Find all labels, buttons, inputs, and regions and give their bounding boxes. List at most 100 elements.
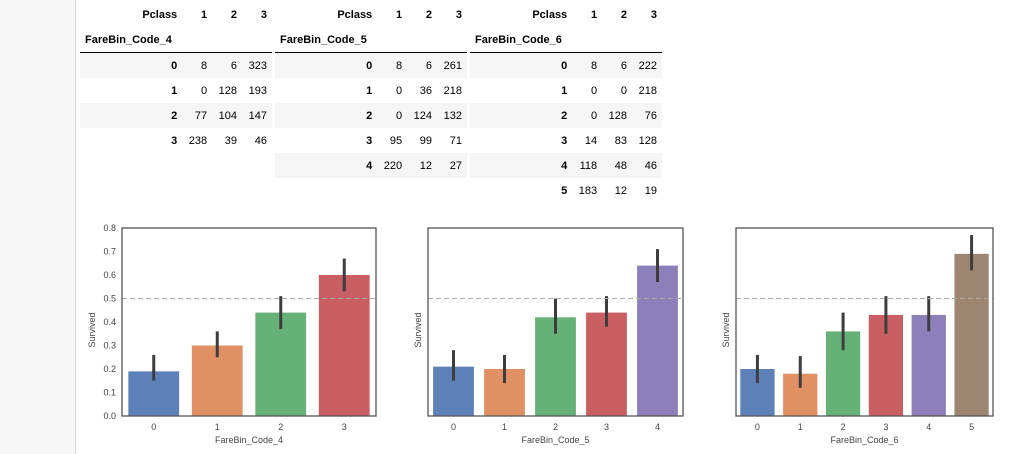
cell-value: 99 — [419, 134, 433, 147]
cell-value: 8 — [200, 59, 208, 72]
row-index: 0 — [171, 59, 178, 72]
x-tick-label: 2 — [553, 422, 558, 432]
cell-value: 193 — [248, 84, 267, 97]
columns-label: Pclass — [532, 8, 568, 21]
cell-value: 0 — [590, 84, 598, 97]
column-header: 1 — [590, 8, 598, 21]
cell-value: 183 — [578, 184, 598, 197]
table-row: 3 95 99 71 — [275, 128, 467, 153]
cell-value: 39 — [224, 134, 238, 147]
plot-frame — [427, 227, 684, 417]
cell-value: 6 — [425, 59, 433, 72]
x-tick-label: 3 — [604, 422, 609, 432]
x-axis-label: FareBin_Code_6 — [830, 435, 898, 445]
row-index: 4 — [561, 159, 568, 172]
x-tick-label: 2 — [841, 422, 846, 432]
cell-value: 8 — [395, 59, 403, 72]
x-tick-label: 4 — [926, 422, 931, 432]
x-tick-label: 3 — [342, 422, 347, 432]
crosstab-farebin-6: Pclass 1 2 3 FareBin_Code_6 0 8 6 222 1 0 0 218 2 0 128… — [470, 2, 662, 203]
x-tick-label: 3 — [883, 422, 888, 432]
table-row: 3 14 83 128 — [470, 128, 662, 153]
table-row: 4 118 48 46 — [470, 153, 662, 178]
x-tick-label: 1 — [502, 422, 507, 432]
cell-value: 222 — [638, 59, 657, 72]
table-row: 1 0 128 193 — [80, 78, 272, 103]
y-tick-label: 0.7 — [103, 247, 116, 257]
row-index: 3 — [561, 134, 568, 147]
cell-value: 71 — [449, 134, 462, 147]
row-index: 2 — [561, 109, 568, 122]
row-index: 3 — [171, 134, 178, 147]
cell-value: 8 — [590, 59, 598, 72]
row-index: 4 — [366, 159, 373, 172]
cell-value: 0 — [200, 84, 208, 97]
cell-value: 12 — [614, 184, 628, 197]
column-header: 3 — [650, 8, 657, 21]
row-index: 1 — [561, 84, 568, 97]
cell-value: 128 — [218, 84, 238, 97]
row-index: 2 — [171, 109, 178, 122]
table-row: 0 8 6 261 — [275, 52, 467, 78]
table-row: 3 238 39 46 — [80, 128, 272, 153]
cell-value: 0 — [395, 109, 403, 122]
row-index: 2 — [366, 109, 373, 122]
row-index: 5 — [561, 184, 568, 197]
cell-value: 104 — [218, 109, 238, 122]
column-header: 1 — [395, 8, 403, 21]
cell-value: 77 — [194, 109, 208, 122]
column-header: 2 — [620, 8, 628, 21]
column-header: 3 — [455, 8, 462, 21]
header-row: Pclass 1 2 3 — [80, 2, 272, 27]
columns-label: Pclass — [337, 8, 373, 21]
crosstab-farebin-4: Pclass 1 2 3 FareBin_Code_4 0 8 6 323 1 0 128 193 2 77… — [80, 2, 272, 153]
table-row: 2 0 128 76 — [470, 103, 662, 128]
x-tick-label: 0 — [151, 422, 156, 432]
bar — [911, 314, 946, 416]
cell-value: 36 — [419, 84, 433, 97]
x-axis-label: FareBin_Code_5 — [521, 435, 589, 445]
index-name-row: FareBin_Code_4 — [80, 27, 272, 53]
table-row: 4 220 12 27 — [275, 153, 467, 178]
cell-value: 132 — [443, 109, 462, 122]
cell-value: 323 — [248, 59, 267, 72]
bar — [318, 275, 370, 416]
chart-farebin-code-5: 0 1 2 3 4 FareBin_Code_5 Survived — [413, 227, 684, 445]
cell-value: 0 — [395, 84, 403, 97]
bar — [255, 312, 307, 416]
index-name: FareBin_Code_6 — [470, 27, 573, 53]
cell-value: 220 — [383, 159, 403, 172]
y-tick-label: 0.6 — [103, 270, 116, 280]
cell-gutter — [0, 0, 76, 454]
row-index: 3 — [366, 134, 373, 147]
plot-frame — [121, 227, 377, 417]
cell-value: 95 — [389, 134, 403, 147]
cell-value: 128 — [638, 134, 657, 147]
cell-value: 218 — [443, 84, 462, 97]
table-row: 1 0 36 218 — [275, 78, 467, 103]
index-name-row: FareBin_Code_5 — [275, 27, 467, 53]
column-header: 1 — [200, 8, 208, 21]
cell-value: 46 — [644, 159, 657, 172]
bar — [586, 312, 627, 416]
y-tick-label: 0.1 — [103, 388, 116, 398]
x-tick-label: 4 — [655, 422, 660, 432]
y-tick-label: 0.5 — [103, 294, 116, 304]
y-axis-label: Survived — [721, 312, 731, 347]
x-tick-label: 5 — [969, 422, 974, 432]
columns-label: Pclass — [142, 8, 178, 21]
column-header: 2 — [425, 8, 433, 21]
cell-value: 147 — [248, 109, 267, 122]
y-axis-label: Survived — [87, 312, 97, 347]
cell-value: 14 — [584, 134, 598, 147]
column-header: 2 — [230, 8, 238, 21]
cell-value: 128 — [608, 109, 628, 122]
column-header: 3 — [260, 8, 267, 21]
x-tick-label: 1 — [798, 422, 803, 432]
y-tick-label: 0.0 — [103, 411, 116, 421]
cell-value: 12 — [419, 159, 433, 172]
bar — [954, 253, 989, 416]
cell-value: 0 — [620, 84, 628, 97]
bar — [637, 265, 678, 416]
cell-value: 76 — [644, 109, 657, 122]
